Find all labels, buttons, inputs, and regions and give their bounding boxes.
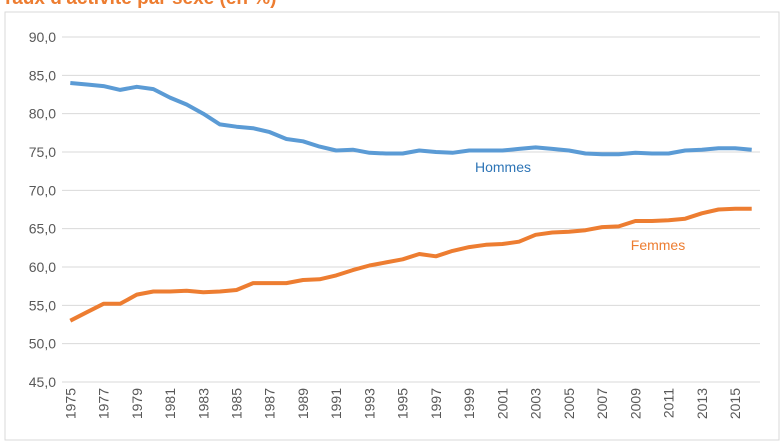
chart-frame <box>4 11 780 441</box>
x-tick-label: 2015 <box>727 388 743 419</box>
chart-title: Taux d'activité par sexe (en %) <box>2 0 277 9</box>
x-tick-label: 2003 <box>528 388 544 419</box>
x-tick-label: 2005 <box>561 388 577 419</box>
y-tick-label: 60,0 <box>29 259 56 275</box>
x-tick-label: 1983 <box>195 388 211 419</box>
y-tick-label: 50,0 <box>29 336 56 352</box>
x-tick-label: 1977 <box>96 388 112 419</box>
series-label: Hommes <box>475 159 531 175</box>
y-tick-label: 80,0 <box>29 106 56 122</box>
x-tick-label: 1991 <box>328 388 344 419</box>
x-tick-label: 1997 <box>428 388 444 419</box>
x-tick-label: 1993 <box>361 388 377 419</box>
y-tick-label: 65,0 <box>29 221 56 237</box>
x-tick-label: 2007 <box>594 388 610 419</box>
y-tick-label: 45,0 <box>29 374 56 390</box>
x-tick-label: 2011 <box>661 388 677 418</box>
series-label: Femmes <box>631 237 685 253</box>
y-tick-label: 55,0 <box>29 297 56 313</box>
x-tick-label: 1975 <box>62 388 78 419</box>
x-tick-label: 2001 <box>494 388 510 419</box>
x-tick-label: 2009 <box>627 388 643 419</box>
x-tick-label: 1987 <box>262 388 278 419</box>
x-tick-label: 1981 <box>162 388 178 419</box>
y-tick-label: 70,0 <box>29 182 56 198</box>
x-tick-label: 2013 <box>694 388 710 419</box>
y-tick-label: 90,0 <box>29 29 56 45</box>
x-tick-label: 1989 <box>295 388 311 419</box>
line-series <box>69 206 752 323</box>
y-tick-label: 85,0 <box>29 67 56 83</box>
y-tick-label: 75,0 <box>29 144 56 160</box>
x-tick-label: 1999 <box>461 388 477 419</box>
line-series <box>70 81 752 157</box>
x-tick-label: 1985 <box>229 388 245 419</box>
x-tick-label: 1979 <box>129 388 145 419</box>
x-tick-label: 1995 <box>395 388 411 419</box>
